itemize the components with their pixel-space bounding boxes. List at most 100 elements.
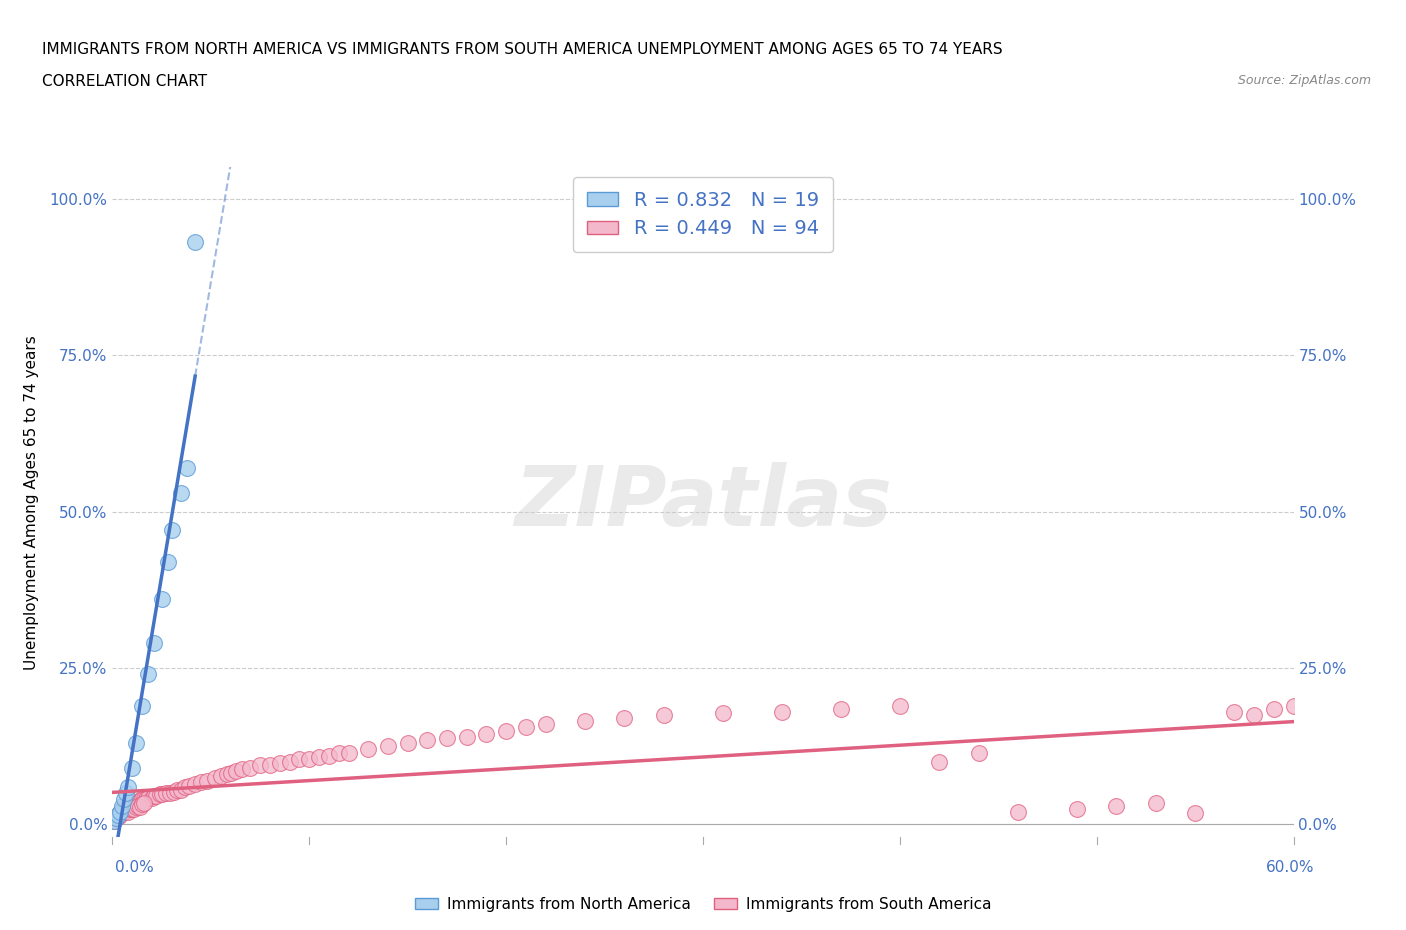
Point — [889, 698, 911, 713]
Point — [830, 701, 852, 716]
Point — [239, 761, 262, 776]
Point — [121, 761, 143, 776]
Point — [174, 779, 197, 794]
Point — [396, 736, 419, 751]
Point — [122, 802, 145, 817]
Point — [278, 754, 301, 769]
Point — [122, 795, 145, 810]
Point — [711, 706, 734, 721]
Point — [131, 792, 153, 807]
Point — [155, 786, 177, 801]
Point — [204, 770, 226, 785]
Point — [112, 792, 135, 807]
Point — [120, 802, 142, 817]
Legend: R = 0.832   N = 19, R = 0.449   N = 94: R = 0.832 N = 19, R = 0.449 N = 94 — [574, 177, 832, 252]
Point — [131, 797, 153, 812]
Point — [1223, 704, 1246, 719]
Point — [150, 591, 173, 606]
Text: 0.0%: 0.0% — [115, 860, 155, 875]
Point — [456, 729, 478, 744]
Point — [129, 800, 152, 815]
Point — [117, 804, 139, 819]
Point — [357, 742, 380, 757]
Point — [967, 745, 990, 760]
Point — [117, 779, 139, 794]
Point — [127, 793, 149, 808]
Point — [288, 751, 311, 766]
Legend: Immigrants from North America, Immigrants from South America: Immigrants from North America, Immigrant… — [409, 891, 997, 918]
Point — [142, 789, 165, 804]
Point — [162, 785, 184, 800]
Point — [225, 764, 247, 778]
Point — [308, 750, 330, 764]
Point — [1007, 804, 1029, 819]
Point — [103, 814, 125, 829]
Point — [135, 792, 157, 807]
Point — [534, 717, 557, 732]
Text: ZIPatlas: ZIPatlas — [515, 461, 891, 543]
Text: Source: ZipAtlas.com: Source: ZipAtlas.com — [1237, 74, 1371, 87]
Point — [495, 724, 517, 738]
Point — [179, 778, 201, 793]
Point — [125, 800, 148, 815]
Y-axis label: Unemployment Among Ages 65 to 74 years: Unemployment Among Ages 65 to 74 years — [24, 335, 38, 670]
Point — [125, 795, 148, 810]
Point — [328, 745, 350, 760]
Point — [184, 777, 207, 791]
Point — [337, 745, 360, 760]
Point — [120, 798, 142, 813]
Text: IMMIGRANTS FROM NORTH AMERICA VS IMMIGRANTS FROM SOUTH AMERICA UNEMPLOYMENT AMON: IMMIGRANTS FROM NORTH AMERICA VS IMMIGRA… — [42, 42, 1002, 57]
Point — [136, 667, 159, 682]
Point — [184, 235, 207, 250]
Point — [107, 807, 129, 822]
Point — [111, 804, 134, 819]
Point — [1184, 805, 1206, 820]
Point — [770, 704, 793, 719]
Point — [115, 800, 138, 815]
Point — [132, 795, 155, 810]
Point — [259, 758, 281, 773]
Point — [142, 635, 165, 650]
Point — [132, 792, 155, 807]
Point — [298, 751, 321, 766]
Point — [190, 775, 212, 790]
Point — [195, 773, 218, 788]
Point — [652, 708, 675, 723]
Point — [209, 768, 232, 783]
Point — [115, 786, 138, 801]
Point — [160, 523, 183, 538]
Point — [107, 807, 129, 822]
Point — [613, 711, 636, 725]
Point — [110, 807, 132, 822]
Point — [1243, 708, 1265, 723]
Point — [170, 485, 193, 500]
Point — [159, 786, 181, 801]
Point — [1105, 798, 1128, 813]
Point — [318, 749, 340, 764]
Point — [105, 811, 128, 826]
Point — [166, 783, 188, 798]
Point — [377, 738, 399, 753]
Point — [928, 754, 950, 769]
Point — [112, 802, 135, 817]
Point — [269, 756, 291, 771]
Point — [574, 714, 596, 729]
Point — [249, 758, 271, 773]
Point — [105, 811, 128, 826]
Point — [219, 765, 242, 780]
Point — [103, 814, 125, 829]
Point — [1144, 795, 1167, 810]
Point — [215, 767, 238, 782]
Point — [1066, 802, 1088, 817]
Point — [136, 790, 159, 805]
Point — [141, 790, 163, 805]
Point — [231, 762, 253, 777]
Point — [515, 720, 537, 735]
Point — [150, 787, 173, 802]
Point — [117, 798, 139, 813]
Point — [112, 804, 135, 819]
Point — [121, 795, 143, 810]
Point — [125, 736, 148, 751]
Point — [110, 805, 132, 820]
Point — [436, 731, 458, 746]
